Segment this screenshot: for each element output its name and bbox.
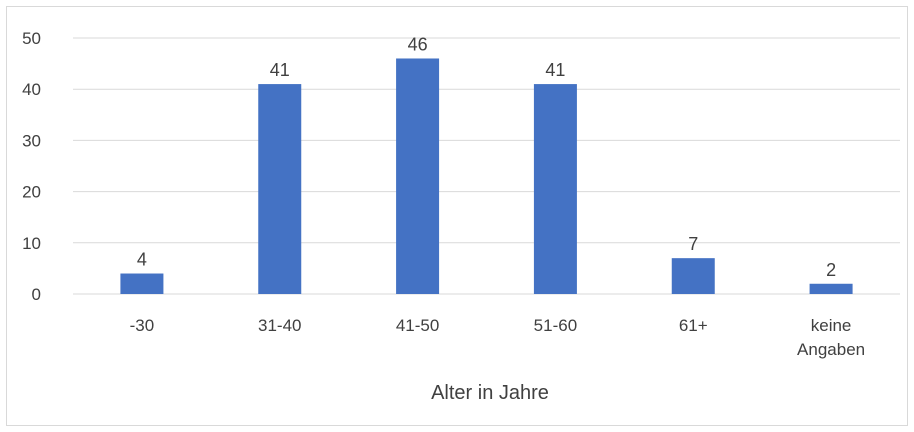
y-tick-label: 0: [32, 285, 41, 304]
bar: [120, 273, 164, 294]
x-tick-label: 31-40: [258, 316, 301, 335]
x-tick-label: Angaben: [797, 340, 865, 359]
data-label: 7: [688, 234, 698, 254]
data-label: 41: [270, 60, 290, 80]
data-label: 41: [545, 60, 565, 80]
bar: [671, 258, 715, 294]
y-tick-label: 10: [22, 234, 41, 253]
data-label: 2: [826, 260, 836, 280]
y-tick-label: 30: [22, 131, 41, 150]
bar: [809, 283, 853, 294]
data-labels: 4 41 46 41 7 2: [137, 34, 836, 279]
x-tick-label: -30: [130, 316, 155, 335]
data-label: 46: [408, 34, 428, 54]
bar: [396, 58, 440, 295]
y-tick-label: 40: [22, 80, 41, 99]
gridlines: [73, 37, 900, 295]
bar: [258, 84, 302, 294]
chart-frame: [6, 6, 908, 426]
x-tick-label: 51-60: [534, 316, 577, 335]
y-tick-label: 50: [22, 29, 41, 48]
x-tick-label: 61+: [679, 316, 708, 335]
y-tick-label: 20: [22, 183, 41, 202]
bar: [533, 84, 577, 294]
x-tick-label: 41-50: [396, 316, 439, 335]
y-axis-ticks: 0 10 20 30 40 50: [22, 29, 41, 304]
x-tick-label: keine: [811, 316, 852, 335]
data-label: 4: [137, 250, 147, 270]
bars: [120, 58, 853, 295]
x-axis-title: Alter in Jahre: [431, 382, 549, 404]
x-axis-ticks: -30 31-40 41-50 51-60 61+ keine Angaben: [130, 316, 865, 359]
